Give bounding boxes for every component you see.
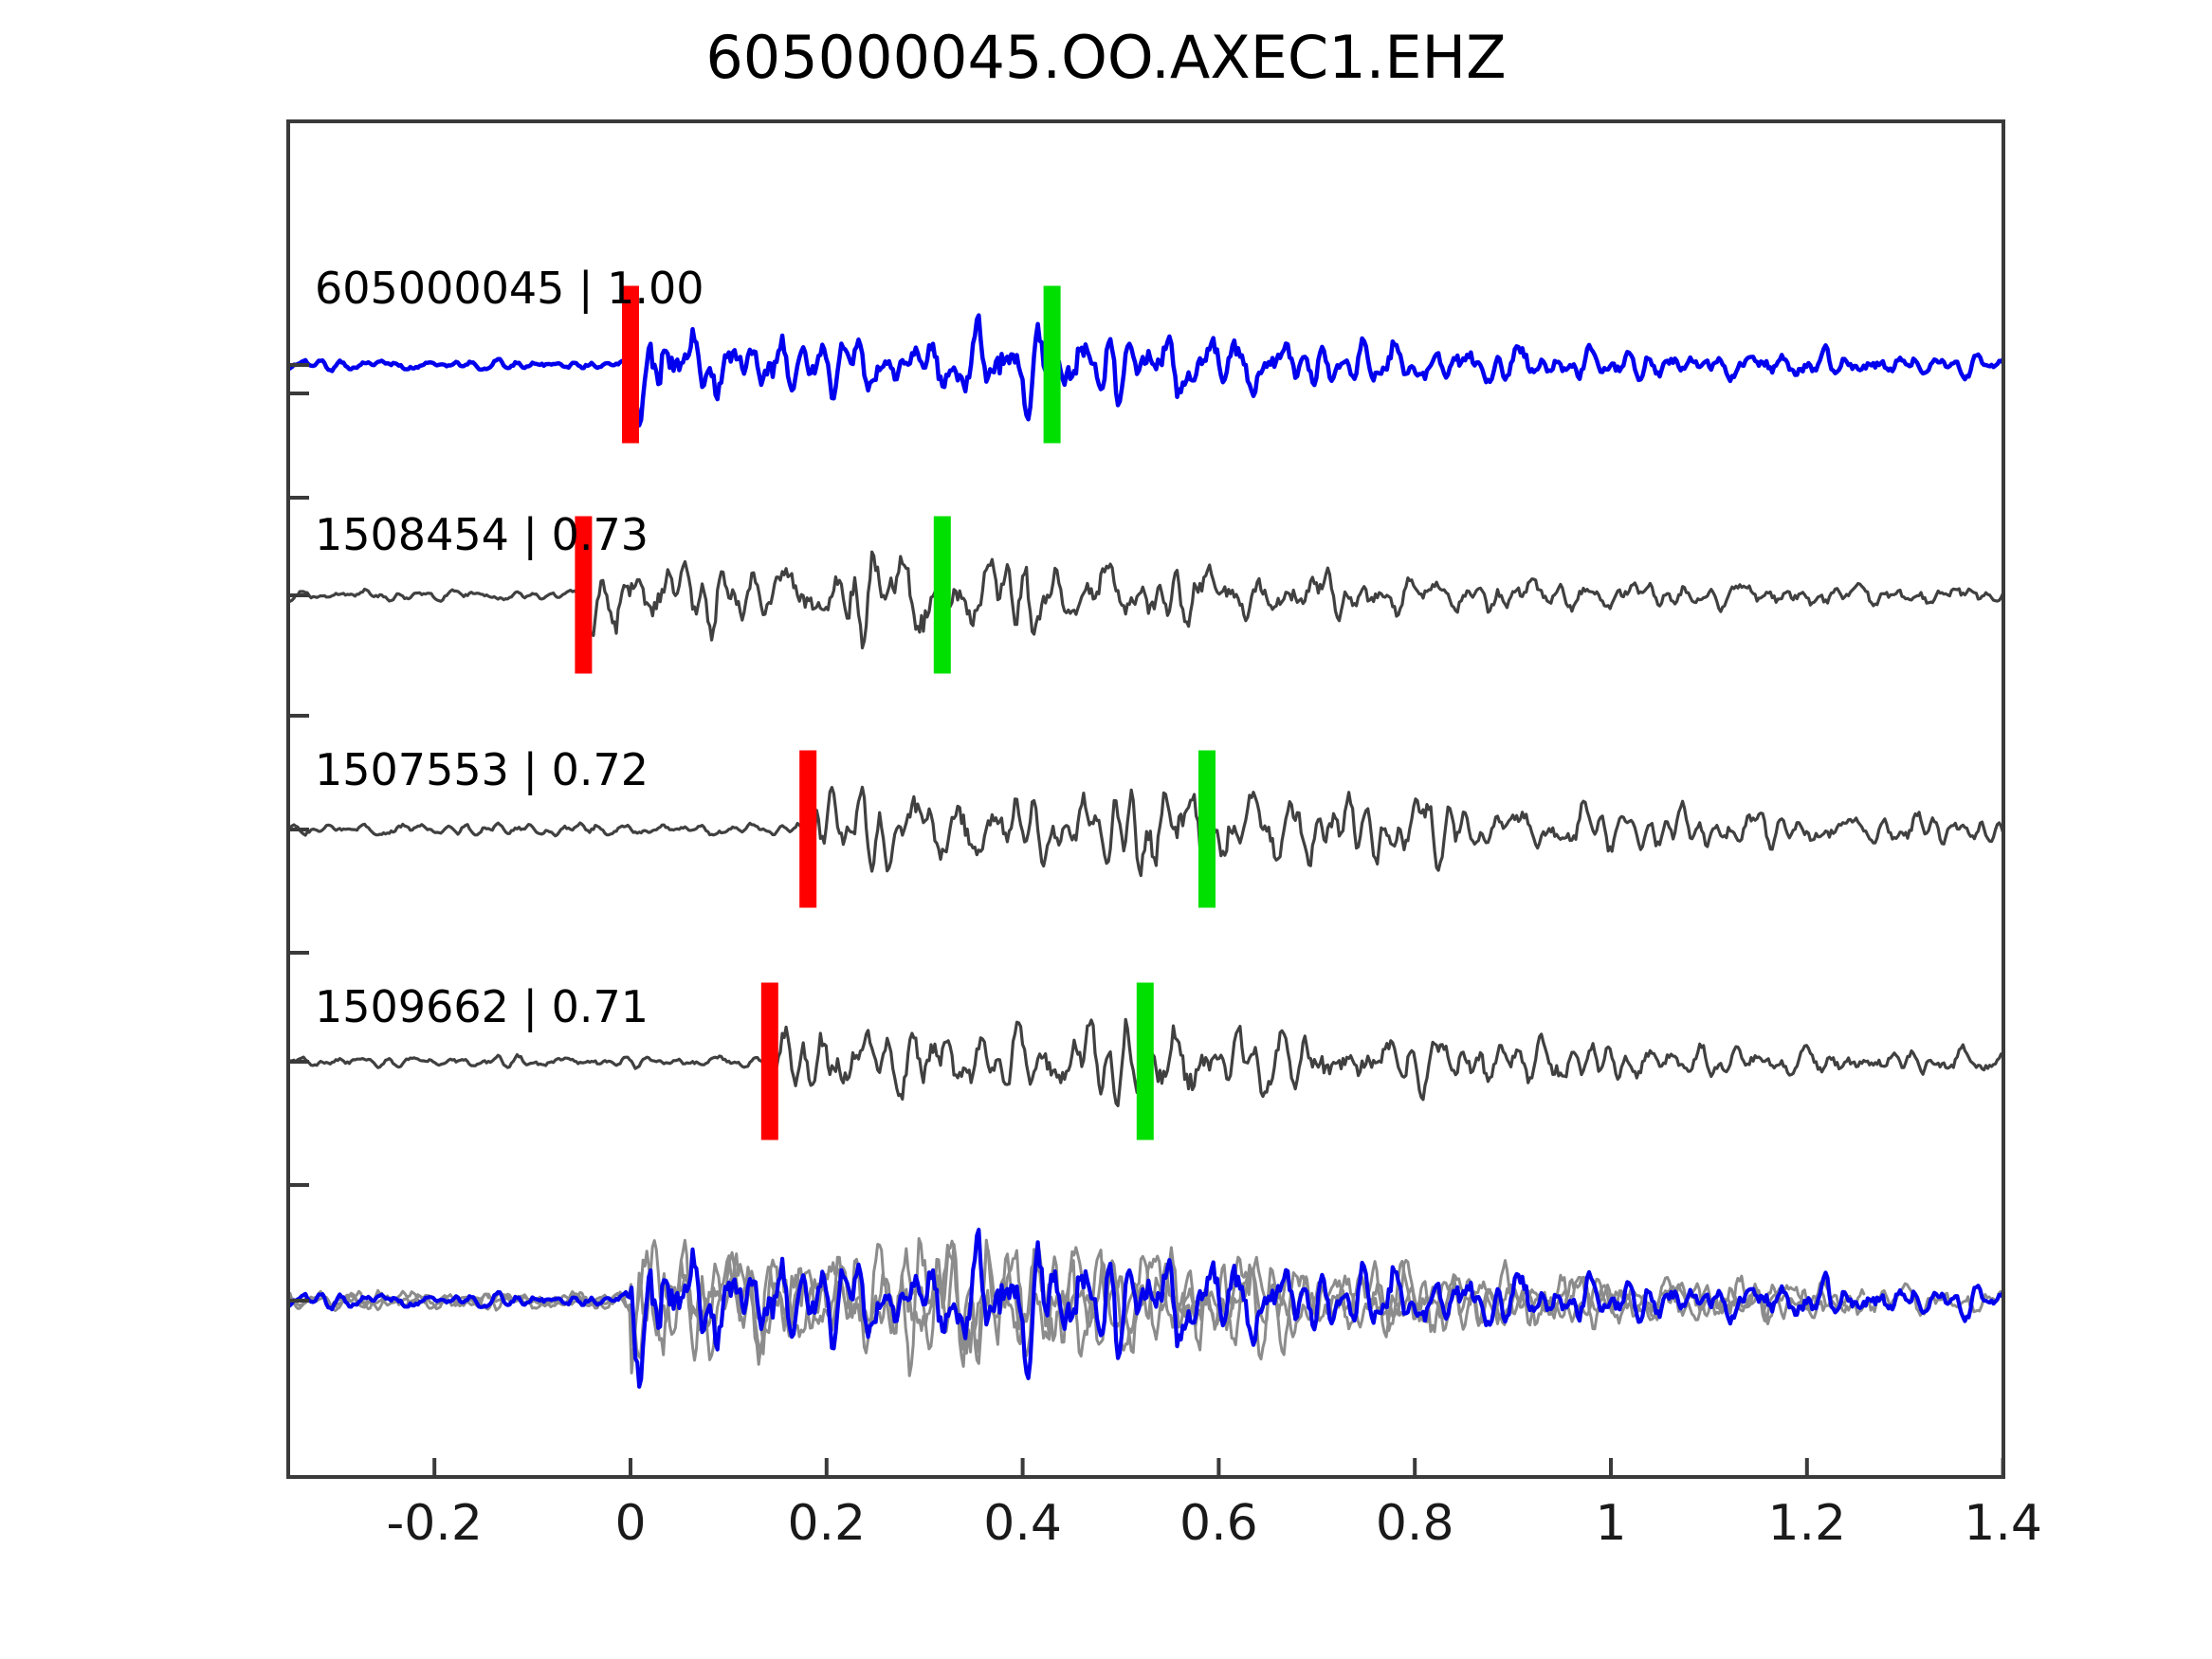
x-tick-label-0: -0.2 — [386, 1495, 482, 1552]
x-tick-label-8: 1.4 — [1964, 1495, 2042, 1552]
x-tick-label-3: 0.4 — [983, 1495, 1062, 1552]
x-tick-label-2: 0.2 — [787, 1495, 866, 1552]
stacked-waveform-template — [288, 1228, 2003, 1389]
pick-marker-s-1508454[interactable] — [933, 516, 951, 674]
pick-marker-s-605000045[interactable] — [1043, 285, 1061, 444]
trace-label-1508454: 1508454 | 0.73 — [315, 509, 649, 561]
x-tick-label-6: 1 — [1595, 1495, 1626, 1552]
pick-marker-p-1509662[interactable] — [760, 982, 778, 1140]
trace-label-605000045: 605000045 | 1.00 — [315, 263, 704, 315]
pick-marker-s-1509662[interactable] — [1136, 982, 1154, 1140]
traces-group — [288, 313, 2003, 1389]
x-tick-label-7: 1.2 — [1767, 1495, 1846, 1552]
page-title: 605000045.OO.AXEC1.EHZ — [705, 23, 1507, 92]
trace-label-1509662: 1509662 | 0.71 — [315, 981, 649, 1033]
waveform-1508454 — [288, 550, 2003, 649]
pick-marker-p-605000045[interactable] — [622, 285, 639, 444]
x-tick-label-4: 0.6 — [1179, 1495, 1258, 1552]
x-tick-label-5: 0.8 — [1376, 1495, 1454, 1552]
axes-frame — [286, 119, 2005, 1479]
trace-label-1507553: 1507553 | 0.72 — [315, 744, 649, 796]
pick-marker-s-1507553[interactable] — [1198, 750, 1216, 908]
pick-marker-p-1507553[interactable] — [799, 750, 817, 908]
pick-marker-p-1508454[interactable] — [575, 516, 593, 674]
x-tick-label-1: 0 — [614, 1495, 646, 1552]
waveform-1507553 — [288, 785, 2003, 882]
waveform-605000045 — [288, 313, 2003, 428]
